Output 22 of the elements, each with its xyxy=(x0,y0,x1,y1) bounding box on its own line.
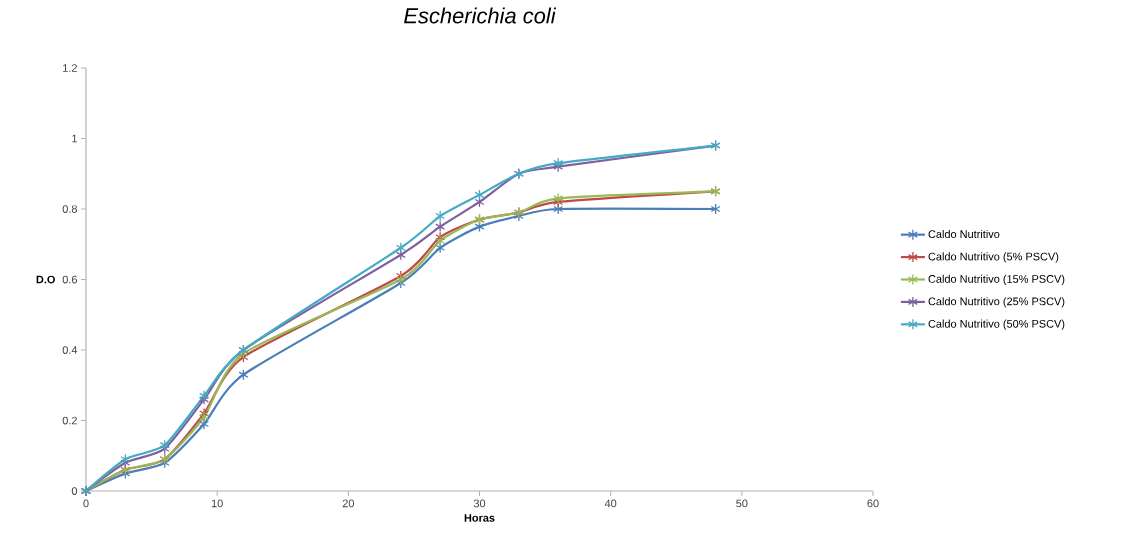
x-axis-title: Horas xyxy=(464,514,495,522)
legend-label: Caldo Nutritivo (15% PSCV) xyxy=(928,274,1065,285)
x-tick-label: 30 xyxy=(473,499,486,508)
chart-title: Escherichia coli xyxy=(404,7,557,24)
y-axis-title: D.O xyxy=(36,275,55,284)
x-tick-label: 40 xyxy=(604,499,617,508)
legend-label: Caldo Nutritivo (50% PSCV) xyxy=(928,319,1065,330)
y-tick-label: 0.6 xyxy=(62,275,77,284)
legend-label: Caldo Nutritivo (5% PSCV) xyxy=(928,252,1059,263)
x-tick-label: 20 xyxy=(342,499,354,508)
x-tick-label: 0 xyxy=(83,499,89,508)
y-tick-label: 0.4 xyxy=(62,346,78,354)
x-tick-label: 50 xyxy=(736,499,748,508)
legend-label: Caldo Nutritivo (25% PSCV) xyxy=(928,297,1065,308)
y-tick-label: 0.8 xyxy=(62,205,77,213)
y-tick-label: 1 xyxy=(72,134,77,143)
x-tick-label: 60 xyxy=(867,499,879,508)
x-tick-label: 10 xyxy=(211,499,223,508)
y-tick-label: 1.2 xyxy=(63,64,77,72)
y-tick-label: 0.2 xyxy=(62,416,77,425)
y-tick-label: 0 xyxy=(71,487,78,495)
legend-label: Caldo Nutritivo xyxy=(928,229,1000,238)
